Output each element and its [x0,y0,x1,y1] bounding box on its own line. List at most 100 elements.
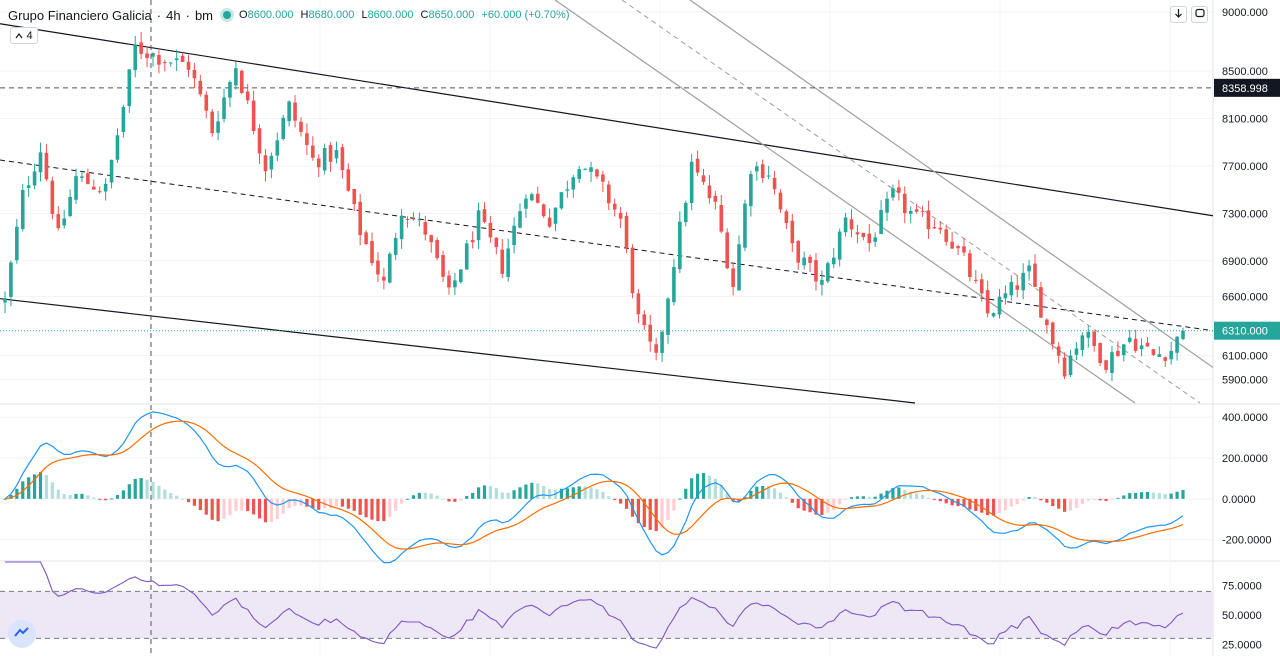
macd-histogram-bar [1015,498,1019,505]
macd-histogram-bar [1092,498,1096,500]
macd-histogram-bar [216,498,220,522]
market-status-icon [223,11,232,19]
candle-body [115,135,120,160]
candle-body [257,128,262,154]
candle-body [814,260,818,282]
candle-body [1133,338,1138,351]
macd-histogram-bar [157,485,161,499]
macd-histogram-bar [482,485,487,499]
candle-body [393,237,398,255]
macd-histogram-bar [926,497,931,499]
macd-histogram-bar [909,491,913,499]
macd-histogram-bar [826,498,830,513]
macd-histogram-bar [3,498,7,500]
candle-body [577,169,582,179]
macd-histogram-bar [50,482,54,499]
candle-body [447,275,451,288]
macd-histogram-bar [246,498,250,512]
candle-body [808,256,812,263]
candle-body [9,262,13,297]
candle-body [1145,342,1150,347]
macd-histogram-bar [565,488,569,499]
candle-body [121,106,126,133]
candle-body [559,192,564,209]
candlestick-series [3,31,1185,382]
candle-body [660,331,664,353]
interval-label[interactable]: 4h [166,7,181,23]
candle-body [1021,272,1025,291]
candle-body [228,81,232,98]
macd-histogram-bar [1074,498,1079,508]
macd-histogram-bar [944,498,948,504]
tradingview-logo[interactable] [8,620,36,648]
candle-body [879,210,883,235]
candle-body [766,175,771,177]
candle-body [725,232,729,269]
candle-body [612,203,617,210]
candle-body [802,257,806,266]
macd-histogram-bar [435,495,439,499]
candle-body [311,145,315,158]
candle-body [654,344,658,353]
candle-body [26,185,31,188]
macd-histogram-bar [1151,492,1156,499]
macd-histogram-bar [583,486,587,499]
macd-histogram-bar [559,488,564,499]
macd-histogram-bar [133,478,137,499]
candle-body [287,101,291,122]
candle-body [624,215,629,248]
macd-histogram-bar [328,498,333,508]
channel-upper-line [0,23,1214,217]
candle-body [346,169,351,191]
candle-body [263,155,268,172]
macd-histogram-bar [1104,498,1108,502]
candle-body [891,188,895,198]
macd-histogram-bar [991,498,996,516]
price-tick-label: 8500.000 [1222,66,1268,78]
candle-body [328,145,333,162]
candle-body [754,166,759,172]
candle-body [642,314,647,326]
candle-body [873,237,877,242]
macd-histogram-bar [441,498,445,500]
macd-histogram-bar [1021,498,1025,501]
macd-histogram-bar [447,498,451,502]
macd-histogram-bar [737,498,741,502]
candle-body [535,193,540,203]
macd-histogram-bar [388,498,392,517]
symbol-name[interactable]: Grupo Financiero Galicia [8,7,152,23]
macd-histogram-bar [672,498,676,511]
candle-body [139,42,143,54]
macd-histogram-bar [962,498,966,507]
macd-histogram-bar [1068,498,1073,511]
macd-histogram-bar [139,478,143,499]
candle-body [423,222,428,235]
candle-body [601,174,605,182]
price-tick-label: 6900.000 [1222,256,1268,268]
macd-histogram-bar [317,498,321,510]
candle-body [174,58,179,61]
rsi-line [5,561,1184,649]
candle-body [979,279,984,294]
candle-body [305,133,309,145]
candle-body [672,267,676,303]
macd-histogram-bar [666,498,670,521]
macd-histogram-bar [44,475,49,499]
candle-body [1045,319,1049,326]
trend-channel-lower [554,0,1136,404]
legend-separator: · [156,7,162,23]
candle-body [731,268,735,287]
candle-body [914,209,919,212]
fullscreen-button[interactable] [1191,6,1208,23]
scroll-down-button[interactable] [1170,6,1187,23]
candle-body [1122,344,1126,356]
collapse-indicators-button[interactable]: 4 [10,27,38,44]
macd-histogram-bar [725,493,729,499]
candle-body [109,159,114,183]
open-value: 8600.000 [247,9,294,21]
candle-body [589,167,593,172]
macd-histogram-bar [198,498,202,511]
macd-histogram-bar [1122,495,1126,499]
trend-channel-upper [689,0,1214,368]
